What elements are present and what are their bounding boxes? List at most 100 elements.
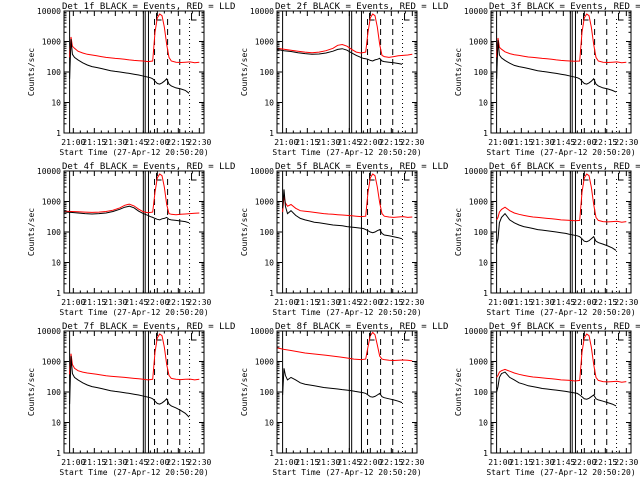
y-tick-label: 10000 xyxy=(250,327,274,336)
x-tick-label: 22:15 xyxy=(379,298,403,307)
y-axis-label: Counts/sec xyxy=(27,368,36,416)
plot-frame xyxy=(490,330,632,454)
x-tick-label: 22:30 xyxy=(400,458,424,467)
y-tick-label: 10000 xyxy=(464,7,488,16)
y-tick-label: 10 xyxy=(51,99,61,108)
series-red-line xyxy=(69,13,200,64)
y-tick-label: 10 xyxy=(264,99,274,108)
y-tick-label: 10000 xyxy=(464,327,488,336)
x-tick-label: 21:30 xyxy=(316,298,340,307)
event-marker xyxy=(404,333,410,341)
chart-panel: Det 7f BLACK = Events, RED = LLD 1 10 100 10… xyxy=(27,322,235,477)
series-black-line xyxy=(69,356,190,418)
x-tick-label: 22:15 xyxy=(166,138,190,147)
series-black-line xyxy=(63,205,190,224)
chart-title: Det 1f BLACK = Events, RED = LLD xyxy=(62,2,235,12)
x-tick-label: 22:15 xyxy=(166,298,190,307)
x-tick-label: 22:15 xyxy=(379,458,403,467)
y-tick-label: 1 xyxy=(483,449,488,458)
series-red-line xyxy=(496,13,627,64)
x-tick-label: 21:15 xyxy=(295,298,319,307)
x-tick-label: 22:00 xyxy=(572,298,596,307)
y-axis-label: Counts/sec xyxy=(240,368,249,416)
series-red-line xyxy=(63,173,200,216)
y-tick-label: 1000 xyxy=(42,38,61,47)
y-tick-label: 10000 xyxy=(250,167,274,176)
x-tick-label: 21:00 xyxy=(488,138,512,147)
x-tick-label: 22:30 xyxy=(187,458,211,467)
x-tick-label: 22:00 xyxy=(145,458,169,467)
series-black-line xyxy=(69,39,190,94)
x-tick-label: 21:45 xyxy=(124,458,148,467)
chart-title: Det 8f BLACK = Events, RED = LLD xyxy=(275,322,448,332)
series-red-line xyxy=(496,333,627,383)
x-tick-label: 22:30 xyxy=(614,458,638,467)
x-tick-label: 22:00 xyxy=(358,458,382,467)
event-marker xyxy=(191,13,197,21)
chart-title: Det 7f BLACK = Events, RED = LLD xyxy=(62,322,235,332)
y-tick-label: 1000 xyxy=(42,198,61,207)
x-tick-label: 21:30 xyxy=(103,458,127,467)
x-tick-label: 21:45 xyxy=(337,298,361,307)
y-axis-label: Counts/sec xyxy=(240,208,249,256)
reference-lines xyxy=(496,11,618,133)
y-tick-label: 1 xyxy=(56,289,61,298)
chart-title: Det 9f BLACK = Events, RED = LLD xyxy=(489,322,640,332)
event-marker xyxy=(191,333,197,341)
y-axis-label: Counts/sec xyxy=(454,368,463,416)
x-tick-label: 22:15 xyxy=(593,458,617,467)
y-tick-label: 1000 xyxy=(469,38,488,47)
x-tick-label: 22:30 xyxy=(400,138,424,147)
event-marker xyxy=(618,13,624,21)
event-marker xyxy=(618,333,624,341)
series-black-line xyxy=(276,48,403,65)
series-red-line xyxy=(496,173,627,223)
x-tick-label: 21:45 xyxy=(551,138,575,147)
x-tick-label: 21:00 xyxy=(274,458,298,467)
series-black-line xyxy=(496,212,617,251)
x-tick-label: 21:15 xyxy=(82,458,106,467)
y-tick-label: 100 xyxy=(47,68,62,77)
y-tick-label: 100 xyxy=(474,228,489,237)
series-red-line xyxy=(282,173,413,218)
plot-frame xyxy=(490,170,632,294)
y-tick-label: 1 xyxy=(56,129,61,138)
x-tick-label: 22:15 xyxy=(379,138,403,147)
y-tick-label: 1000 xyxy=(255,38,274,47)
x-tick-label: 21:30 xyxy=(530,298,554,307)
chart-title: Det 6f BLACK = Events, RED = LLD xyxy=(489,162,640,172)
x-axis-label: Start Time (27-Apr-12 20:50:20) xyxy=(486,148,635,157)
series-black-line xyxy=(496,371,617,407)
x-tick-label: 21:00 xyxy=(274,298,298,307)
x-tick-label: 22:00 xyxy=(145,298,169,307)
x-tick-label: 22:00 xyxy=(358,298,382,307)
event-marker xyxy=(404,13,410,21)
x-tick-label: 21:00 xyxy=(274,138,298,147)
y-tick-label: 10 xyxy=(478,419,488,428)
x-tick-label: 21:15 xyxy=(509,458,533,467)
y-tick-label: 10 xyxy=(264,419,274,428)
y-tick-label: 100 xyxy=(474,68,489,77)
x-tick-label: 21:15 xyxy=(295,138,319,147)
x-axis-label: Start Time (27-Apr-12 20:50:20) xyxy=(272,308,421,317)
chart-panel: Det 8f BLACK = Events, RED = LLD 1 10 100 10… xyxy=(240,322,448,477)
plot-frame xyxy=(276,10,418,134)
x-tick-label: 21:00 xyxy=(61,298,85,307)
series-black-line xyxy=(496,40,617,93)
x-tick-label: 22:15 xyxy=(593,138,617,147)
x-tick-label: 21:00 xyxy=(488,458,512,467)
x-tick-label: 21:15 xyxy=(295,458,319,467)
x-tick-label: 22:30 xyxy=(400,298,424,307)
x-axis-label: Start Time (27-Apr-12 20:50:20) xyxy=(486,468,635,477)
y-tick-label: 1 xyxy=(483,129,488,138)
x-tick-label: 21:45 xyxy=(124,138,148,147)
x-axis-label: Start Time (27-Apr-12 20:50:20) xyxy=(59,308,208,317)
series-black-line xyxy=(282,189,403,240)
x-tick-label: 21:45 xyxy=(551,458,575,467)
chart-panel: Det 9f BLACK = Events, RED = LLD 1 10 100 10… xyxy=(454,322,640,477)
y-tick-label: 10 xyxy=(478,259,488,268)
x-tick-label: 21:45 xyxy=(551,298,575,307)
chart-panel: Det 3f BLACK = Events, RED = LLD 1 10 100 10… xyxy=(454,2,640,157)
reference-lines xyxy=(282,331,404,453)
